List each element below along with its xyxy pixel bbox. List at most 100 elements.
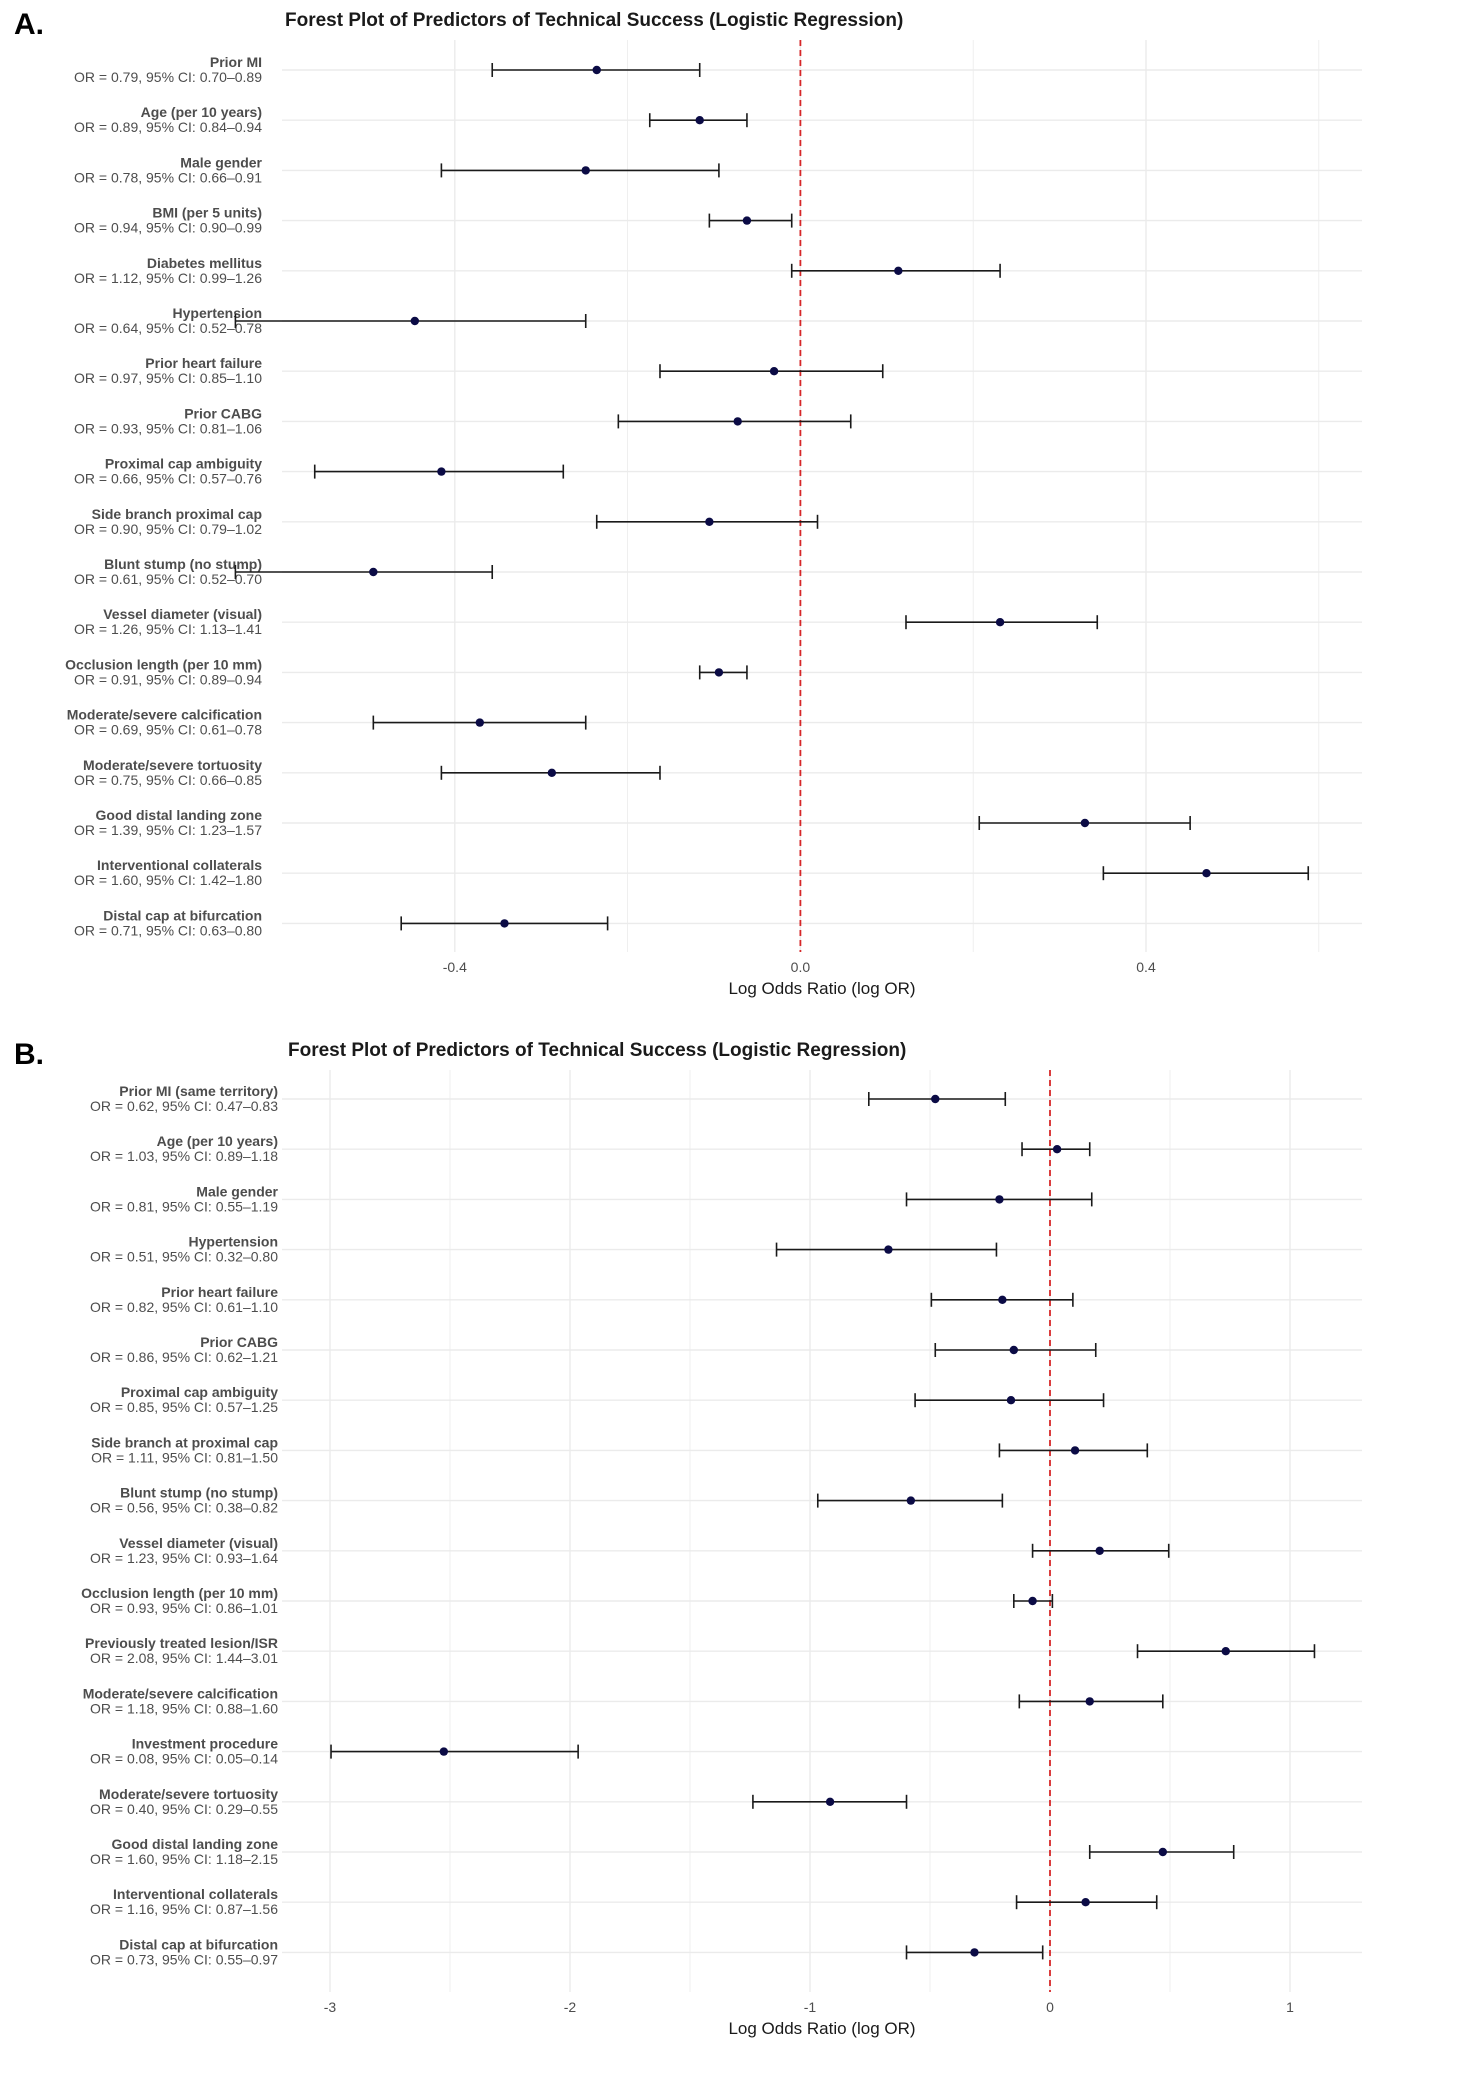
point-estimate — [998, 1295, 1007, 1304]
row-label: Blunt stump (no stump) — [120, 1485, 278, 1501]
row-or-text: OR = 0.93, 95% CI: 0.81–1.06 — [74, 420, 262, 436]
row-label: Investment procedure — [132, 1736, 278, 1752]
row-label: Male gender — [180, 154, 262, 170]
row-or-text: OR = 0.40, 95% CI: 0.29–0.55 — [90, 1801, 278, 1817]
row-label: Side branch proximal cap — [92, 506, 262, 522]
row-or-text: OR = 0.79, 95% CI: 0.70–0.89 — [74, 69, 262, 85]
row-label: Prior CABG — [184, 405, 262, 421]
forest-plot-b: Prior MI (same territory)OR = 0.62, 95% … — [81, 1070, 1362, 2038]
row-or-text: OR = 1.60, 95% CI: 1.18–2.15 — [90, 1851, 278, 1867]
point-estimate — [1095, 1546, 1104, 1555]
point-estimate — [1070, 1446, 1080, 1455]
point-estimate — [592, 65, 601, 75]
row-or-text: OR = 1.39, 95% CI: 1.23–1.57 — [74, 822, 262, 838]
row-or-text: OR = 0.75, 95% CI: 0.66–0.85 — [74, 772, 262, 788]
row-or-text: OR = 0.85, 95% CI: 0.57–1.25 — [90, 1399, 278, 1415]
row-or-text: OR = 0.89, 95% CI: 0.84–0.94 — [74, 119, 262, 135]
point-estimate — [884, 1245, 893, 1254]
forest-row: Blunt stump (no stump)OR = 0.61, 95% CI:… — [74, 556, 494, 587]
row-or-text: OR = 0.66, 95% CI: 0.57–0.76 — [74, 471, 262, 487]
row-label: Vessel diameter (visual) — [103, 606, 262, 622]
row-label: Age (per 10 years) — [157, 1133, 278, 1149]
x-tick-label: 0.0 — [791, 959, 811, 975]
row-or-text: OR = 2.08, 95% CI: 1.44–3.01 — [90, 1650, 278, 1666]
chart-title: Forest Plot of Predictors of Technical S… — [288, 1040, 907, 1061]
row-or-text: OR = 1.12, 95% CI: 0.99–1.26 — [74, 270, 262, 286]
row-label: Prior MI (same territory) — [119, 1083, 278, 1099]
forest-row: BMI (per 5 units)OR = 0.94, 95% CI: 0.90… — [74, 205, 793, 236]
point-estimate — [1085, 1697, 1094, 1706]
row-or-text: OR = 0.86, 95% CI: 0.62–1.21 — [90, 1349, 278, 1365]
row-or-text: OR = 0.61, 95% CI: 0.52–0.70 — [74, 571, 262, 587]
forest-row: Age (per 10 years)OR = 0.89, 95% CI: 0.8… — [74, 104, 748, 135]
point-estimate — [1006, 1396, 1016, 1405]
point-estimate — [970, 1948, 979, 1957]
row-label: Male gender — [196, 1183, 278, 1199]
forest-row: Occlusion length (per 10 mm)OR = 0.93, 9… — [81, 1585, 1054, 1616]
point-estimate — [1081, 1898, 1090, 1907]
x-axis-title: Log Odds Ratio (log OR) — [728, 979, 915, 998]
point-estimate — [769, 367, 779, 376]
row-or-text: OR = 0.64, 95% CI: 0.52–0.78 — [74, 320, 262, 336]
row-label: Hypertension — [173, 305, 262, 321]
row-label: Good distal landing zone — [96, 807, 263, 823]
point-estimate — [733, 417, 742, 426]
row-or-text: OR = 1.03, 95% CI: 0.89–1.18 — [90, 1148, 278, 1164]
x-tick-label: -1 — [804, 1999, 817, 2015]
row-or-text: OR = 1.23, 95% CI: 0.93–1.64 — [90, 1550, 278, 1566]
x-tick-label: 1 — [1286, 1999, 1294, 2015]
forest-row: Vessel diameter (visual)OR = 1.23, 95% C… — [90, 1535, 1170, 1566]
row-label: Moderate/severe calcification — [83, 1685, 278, 1701]
point-estimate — [1028, 1596, 1037, 1606]
row-label: Distal cap at bifurcation — [103, 907, 262, 923]
x-axis-title: Log Odds Ratio (log OR) — [728, 2019, 915, 2038]
point-estimate — [1009, 1345, 1019, 1355]
row-label: Proximal cap ambiguity — [105, 456, 262, 472]
point-estimate — [742, 216, 752, 225]
row-or-text: OR = 1.11, 95% CI: 0.81–1.50 — [91, 1449, 278, 1465]
row-label: Prior CABG — [200, 1334, 278, 1350]
row-or-text: OR = 0.93, 95% CI: 0.86–1.01 — [90, 1600, 278, 1616]
row-label: Good distal landing zone — [112, 1836, 279, 1852]
point-estimate — [1052, 1145, 1062, 1154]
point-estimate — [825, 1797, 835, 1806]
row-label: Prior heart failure — [145, 355, 262, 371]
row-label: Age (per 10 years) — [141, 104, 262, 120]
row-label: Occlusion length (per 10 mm) — [65, 656, 262, 672]
x-tick-label: -3 — [324, 1999, 337, 2015]
row-or-text: OR = 0.69, 95% CI: 0.61–0.78 — [74, 722, 262, 738]
point-estimate — [1158, 1847, 1168, 1857]
forest-plot-panel-a: A. Forest Plot of Predictors of Technica… — [0, 0, 1467, 1020]
x-tick-label: 0 — [1046, 1999, 1054, 2015]
row-or-text: OR = 0.90, 95% CI: 0.79–1.02 — [74, 521, 262, 537]
point-estimate — [475, 718, 485, 727]
row-label: Prior heart failure — [161, 1284, 278, 1300]
row-or-text: OR = 0.71, 95% CI: 0.63–0.80 — [74, 922, 262, 938]
point-estimate — [439, 1747, 449, 1756]
point-estimate — [1221, 1647, 1230, 1656]
row-or-text: OR = 0.73, 95% CI: 0.55–0.97 — [90, 1951, 278, 1967]
point-estimate — [714, 668, 724, 677]
row-or-text: OR = 1.60, 95% CI: 1.42–1.80 — [74, 872, 262, 888]
forest-plot-panel-b: B. Forest Plot of Predictors of Technica… — [0, 1030, 1467, 2079]
row-label: Blunt stump (no stump) — [104, 556, 262, 572]
row-or-text: OR = 0.51, 95% CI: 0.32–0.80 — [90, 1249, 278, 1265]
forest-row: Blunt stump (no stump)OR = 0.56, 95% CI:… — [90, 1485, 1004, 1516]
row-or-text: OR = 1.18, 95% CI: 0.88–1.60 — [90, 1700, 278, 1716]
